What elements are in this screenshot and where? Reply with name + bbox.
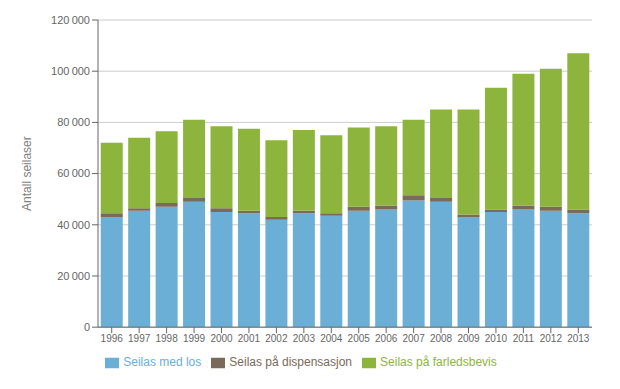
svg-text:1996: 1996 bbox=[101, 333, 124, 344]
svg-text:40 000: 40 000 bbox=[57, 219, 90, 231]
svg-text:2004: 2004 bbox=[320, 333, 343, 344]
svg-text:1999: 1999 bbox=[183, 333, 206, 344]
svg-text:2002: 2002 bbox=[265, 333, 288, 344]
svg-text:80 000: 80 000 bbox=[57, 116, 90, 128]
svg-text:2012: 2012 bbox=[540, 333, 563, 344]
svg-text:2000: 2000 bbox=[210, 333, 233, 344]
svg-text:0: 0 bbox=[84, 321, 90, 333]
svg-text:Antall seilaser: Antall seilaser bbox=[20, 136, 34, 211]
svg-text:2007: 2007 bbox=[402, 333, 425, 344]
svg-text:120 000: 120 000 bbox=[51, 14, 90, 26]
svg-text:1998: 1998 bbox=[155, 333, 178, 344]
svg-text:2009: 2009 bbox=[457, 333, 480, 344]
svg-text:1997: 1997 bbox=[128, 333, 151, 344]
svg-text:2010: 2010 bbox=[485, 333, 508, 344]
svg-text:2001: 2001 bbox=[238, 333, 261, 344]
html-text:Seilas med los: Seilas med los bbox=[123, 355, 202, 370]
svg-text:2003: 2003 bbox=[293, 333, 316, 344]
svg-text:2013: 2013 bbox=[567, 333, 590, 344]
svg-text:2011: 2011 bbox=[513, 333, 535, 344]
html-text:Seilas på farledsbevis: Seilas på farledsbevis bbox=[380, 355, 497, 370]
svg-text:20 000: 20 000 bbox=[57, 270, 90, 282]
svg-text:100 000: 100 000 bbox=[51, 65, 90, 77]
svg-text:2008: 2008 bbox=[430, 333, 453, 344]
svg-text:60 000: 60 000 bbox=[57, 167, 90, 179]
html-text:Seilas på dispensasjon: Seilas på dispensasjon bbox=[229, 355, 352, 370]
svg-text:2006: 2006 bbox=[375, 333, 398, 344]
svg-text:2005: 2005 bbox=[348, 333, 371, 344]
